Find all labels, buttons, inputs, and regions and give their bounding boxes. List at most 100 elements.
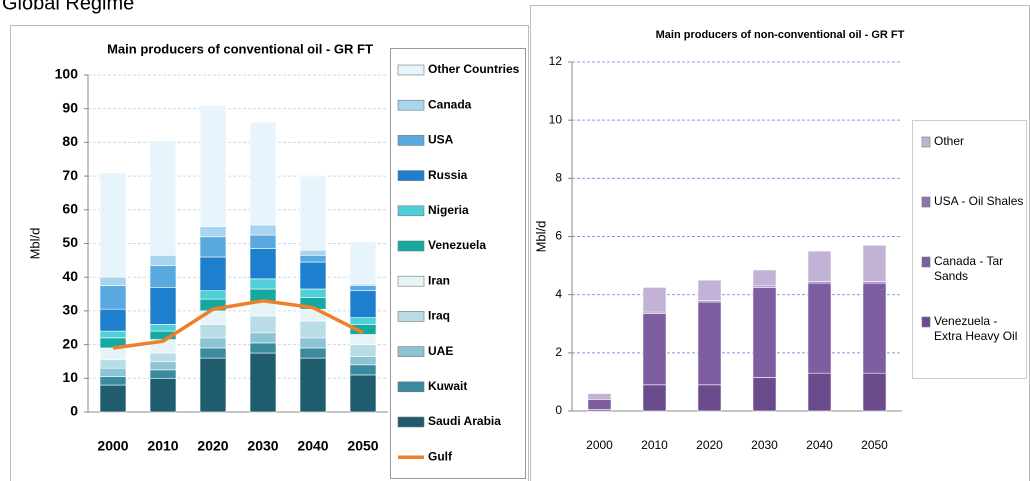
y-tick-label: 50 (62, 234, 78, 250)
bar-segment (99, 384, 127, 413)
x-tick-label: 2050 (347, 438, 378, 454)
bar-segment (149, 377, 177, 413)
y-tick-label: 2 (555, 345, 562, 359)
legend-label: Iran (428, 273, 450, 287)
bar-segment (299, 175, 327, 251)
bar-segment (199, 226, 227, 238)
y-axis-label: Mbl/d (27, 228, 42, 260)
bar-segment (299, 288, 327, 298)
legend-swatch (397, 170, 425, 181)
y-tick-label: 90 (62, 99, 78, 115)
bar-segment (149, 352, 177, 362)
legend-swatch (921, 196, 931, 208)
legend-label: Other (934, 134, 965, 148)
bar-segment (199, 357, 227, 413)
y-tick-label: 70 (62, 167, 78, 183)
bar-segment (99, 276, 127, 286)
bar-segment (199, 347, 227, 359)
legend-label: Other Countries (428, 62, 520, 76)
bar-segment (199, 310, 227, 325)
bar-segment (149, 265, 177, 288)
legend-label: Saudi Arabia (428, 414, 501, 428)
x-tick-label: 2040 (806, 438, 833, 452)
bar-segment (149, 324, 177, 332)
bar-segment (99, 285, 127, 310)
bar-segment (349, 374, 377, 413)
y-tick-label: 8 (555, 171, 562, 185)
bar-segment (199, 290, 227, 300)
bar-segment (642, 287, 667, 313)
bar-segment (299, 337, 327, 349)
bar-segment (587, 393, 612, 400)
legend-swatch (921, 256, 931, 268)
bar-segment (299, 357, 327, 413)
bar-segment (199, 337, 227, 349)
y-tick-label: 40 (62, 268, 78, 284)
x-tick-label: 2010 (641, 438, 668, 452)
bar-segment (587, 399, 612, 410)
bar-segment (99, 172, 127, 278)
bar-segment (862, 244, 887, 282)
bar-segment (99, 367, 127, 377)
y-tick-label: 10 (549, 112, 563, 126)
legend-label: Canada - Tar Sands (934, 254, 1004, 283)
chart-title: Main producers of non-conventional oil -… (656, 29, 905, 41)
bar-segment (249, 315, 277, 334)
bar-segment (199, 324, 227, 339)
bar-segment (697, 301, 722, 386)
x-tick-label: 2000 (586, 438, 613, 452)
x-tick-label: 2000 (97, 438, 128, 454)
bar-segment (349, 290, 377, 318)
bar-segment (299, 254, 327, 263)
bar-segment (642, 384, 667, 412)
legend-label: USA - Oil Shales (934, 194, 1024, 208)
legend-box (912, 120, 1027, 379)
legend-box (390, 48, 526, 479)
x-tick-label: 2030 (751, 438, 778, 452)
bar-segment (249, 121, 277, 226)
legend-swatch (397, 135, 425, 146)
y-tick-label: 20 (62, 335, 78, 351)
y-tick-label: 10 (62, 369, 78, 385)
bar-segment (249, 248, 277, 280)
chart: Main producers of non-conventional oil -… (533, 29, 1024, 452)
x-tick-label: 2020 (696, 438, 723, 452)
bar-segment (642, 313, 667, 386)
bar-segment (99, 376, 127, 386)
y-axis-label: Mbl/d (533, 221, 548, 253)
bar-segment (807, 250, 832, 282)
bar-segment (349, 356, 377, 366)
bar-segment (99, 330, 127, 339)
bar-segment (349, 285, 377, 291)
legend-label: USA (428, 133, 454, 147)
legend-label: UAE (428, 344, 453, 358)
legend-swatch (397, 346, 425, 357)
x-tick-label: 2040 (297, 438, 328, 454)
bar-segment (299, 261, 327, 290)
bar-segment (149, 369, 177, 379)
legend-swatch (397, 381, 425, 393)
bar-segment (149, 254, 177, 266)
legend-label: Russia (428, 168, 468, 182)
bar-segment (199, 256, 227, 291)
bar-segment (99, 308, 127, 332)
y-tick-label: 6 (555, 229, 562, 243)
bar-segment (697, 279, 722, 301)
legend-swatch (397, 275, 425, 287)
legend-item: Other (934, 134, 965, 148)
bar-segment (349, 364, 377, 376)
bar-segment (249, 234, 277, 249)
y-tick-label: 100 (55, 66, 79, 82)
bar-segment (199, 236, 227, 258)
bar-segment (807, 282, 832, 374)
bar-segment (249, 302, 277, 317)
legend-swatch (397, 416, 425, 428)
bar-segment (752, 287, 777, 378)
legend-swatch (397, 64, 425, 76)
legend-swatch (397, 240, 425, 252)
bar-segment (349, 241, 377, 285)
legend-swatch (921, 136, 931, 148)
legend-label: Venezuela - Extra Heavy Oil (934, 314, 1018, 343)
bar-segment (862, 372, 887, 412)
